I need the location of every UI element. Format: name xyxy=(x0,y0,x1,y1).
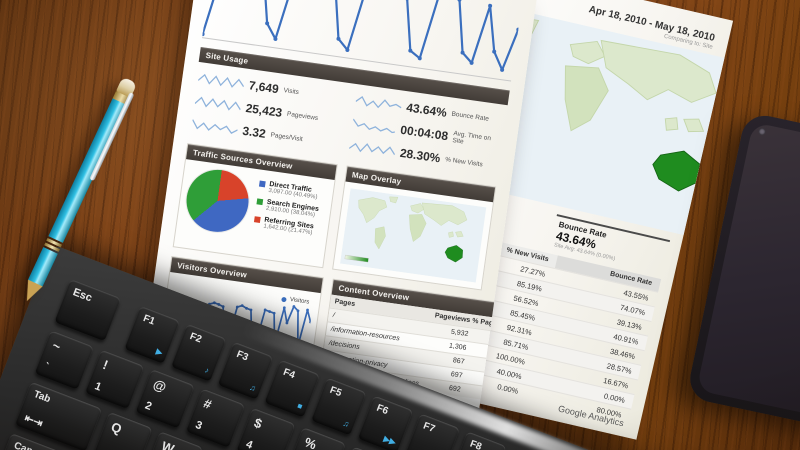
keyboard-key: $ 4 xyxy=(236,407,296,450)
site-usage-stat: 3.32 Pages/Visit xyxy=(191,117,340,152)
key-main-legend: F4 xyxy=(281,366,297,382)
key-fn-legend: ♫ xyxy=(248,382,258,394)
key-fn-legend: ■ xyxy=(296,401,304,412)
key-main-legend: Q xyxy=(109,418,124,437)
key-sub-legend: 1 xyxy=(92,380,103,394)
traffic-sources-section: Traffic Sources Overview Direct Traffic … xyxy=(172,143,338,269)
key-main-legend: F1 xyxy=(141,313,157,328)
analytics-dashboard-paper: Site Usage 7,649 Visits 25,423 Pageviews xyxy=(122,0,537,450)
map-overlay-section: Map Overlay xyxy=(331,165,497,291)
key-sub-legend: ` xyxy=(42,360,51,374)
stat-label: Avg. Time on Site xyxy=(451,130,492,146)
key-main-legend: Esc xyxy=(71,286,94,305)
key-main-legend: ! xyxy=(100,356,111,373)
key-main-legend: # xyxy=(201,395,214,413)
stat-value: 25,423 xyxy=(244,100,284,120)
stat-value: 7,649 xyxy=(247,78,280,97)
key-main-legend: F2 xyxy=(188,330,204,346)
pie-legend: Direct Traffic 3,097.00 (40.49%) Search … xyxy=(252,180,321,242)
keyboard-key: # 3 xyxy=(185,388,246,448)
keyboard-key: F6 ▶▶ xyxy=(357,395,414,450)
site-usage-stat: 28.30% % New Visits xyxy=(348,139,498,174)
stat-label: Bounce Rate xyxy=(451,110,490,123)
key-fn-legend: ♫ xyxy=(341,418,351,430)
keyboard-key: F8 ▶▶ xyxy=(450,431,507,450)
key-fn-legend: ▶ xyxy=(154,347,164,358)
sparkline-chart xyxy=(192,119,238,134)
legend-swatch xyxy=(258,180,266,188)
world-map-small xyxy=(339,188,487,283)
key-sub-legend: ⇤⇥ xyxy=(22,412,45,431)
sparkline-chart xyxy=(355,96,402,109)
keyboard-key: F2 ♪ xyxy=(170,323,227,382)
key-main-legend: F5 xyxy=(328,384,344,400)
keyboard-key: F7 ◀◀ xyxy=(404,413,460,450)
key-sub-legend: 2 xyxy=(143,399,154,413)
site-usage-stat: 7,649 Visits xyxy=(197,71,346,106)
stat-value: 28.30% xyxy=(399,145,442,166)
keyboard-key: F5 ♫ xyxy=(310,377,367,436)
keyboard-key: Esc xyxy=(54,279,122,342)
map-australia-highlight xyxy=(652,150,701,192)
legend-swatch xyxy=(253,216,261,223)
key-main-legend: W xyxy=(159,438,177,450)
key-main-legend: F3 xyxy=(234,348,250,364)
sparkline-chart xyxy=(197,73,245,88)
key-fn-legend: ♪ xyxy=(203,365,211,376)
keyboard-key: ! 1 xyxy=(84,349,145,410)
keyboard-key: Q xyxy=(93,411,153,450)
key-main-legend: Caps xyxy=(12,440,40,450)
legend-swatch xyxy=(256,198,264,206)
stat-label: Pages/Visit xyxy=(270,131,304,143)
site-usage-stat: 25,423 Pageviews xyxy=(194,94,343,129)
traffic-sources-pie-chart xyxy=(182,165,253,236)
key-main-legend: @ xyxy=(151,376,169,395)
site-usage-stat: 43.64% Bounce Rate xyxy=(355,93,504,128)
keyboard-key: @ 2 xyxy=(135,369,195,429)
stat-value: 43.64% xyxy=(405,100,448,120)
key-main-legend: $ xyxy=(252,414,265,432)
stat-label: Visits xyxy=(283,86,300,96)
site-usage-stat: 00:04:08 Avg. Time on Site xyxy=(352,116,501,151)
stat-label: Pageviews xyxy=(286,110,319,122)
key-fn-legend: ▶▶ xyxy=(382,434,398,448)
key-main-legend: Tab xyxy=(32,388,52,406)
key-main-legend: F6 xyxy=(374,402,390,418)
key-main-legend: F7 xyxy=(421,420,437,436)
visits-chart-plot xyxy=(202,0,521,72)
site-usage-stats: 7,649 Visits 25,423 Pageviews 3.32 Pages… xyxy=(189,62,508,178)
stat-label: % New Visits xyxy=(444,155,484,168)
keyboard-key: F4 ■ xyxy=(264,359,320,418)
key-main-legend: F8 xyxy=(468,438,484,450)
keyboard-key: F3 ♫ xyxy=(217,341,274,400)
visits-over-time-chart xyxy=(201,0,523,83)
legend-item: Referring Sites 1,642.00 (21.47%) xyxy=(253,215,317,237)
sparkline-chart xyxy=(348,142,396,156)
key-main-legend: ~ xyxy=(50,337,63,355)
keyboard-key: F1 ▶ xyxy=(124,305,180,364)
keyboard-key: ~ ` xyxy=(34,330,94,390)
key-sub-legend: 4 xyxy=(244,438,255,450)
sparkline-chart xyxy=(194,96,241,111)
key-sub-legend: 3 xyxy=(193,418,204,433)
stat-value: 3.32 xyxy=(241,123,267,141)
map-legend-gradient xyxy=(344,254,369,263)
key-main-legend: % xyxy=(302,434,319,450)
sparkline-chart xyxy=(352,118,397,134)
site-usage-section: Site Usage 7,649 Visits 25,423 Pageviews xyxy=(189,47,510,178)
stat-value: 00:04:08 xyxy=(399,122,449,144)
map-australia-highlight xyxy=(444,245,463,263)
